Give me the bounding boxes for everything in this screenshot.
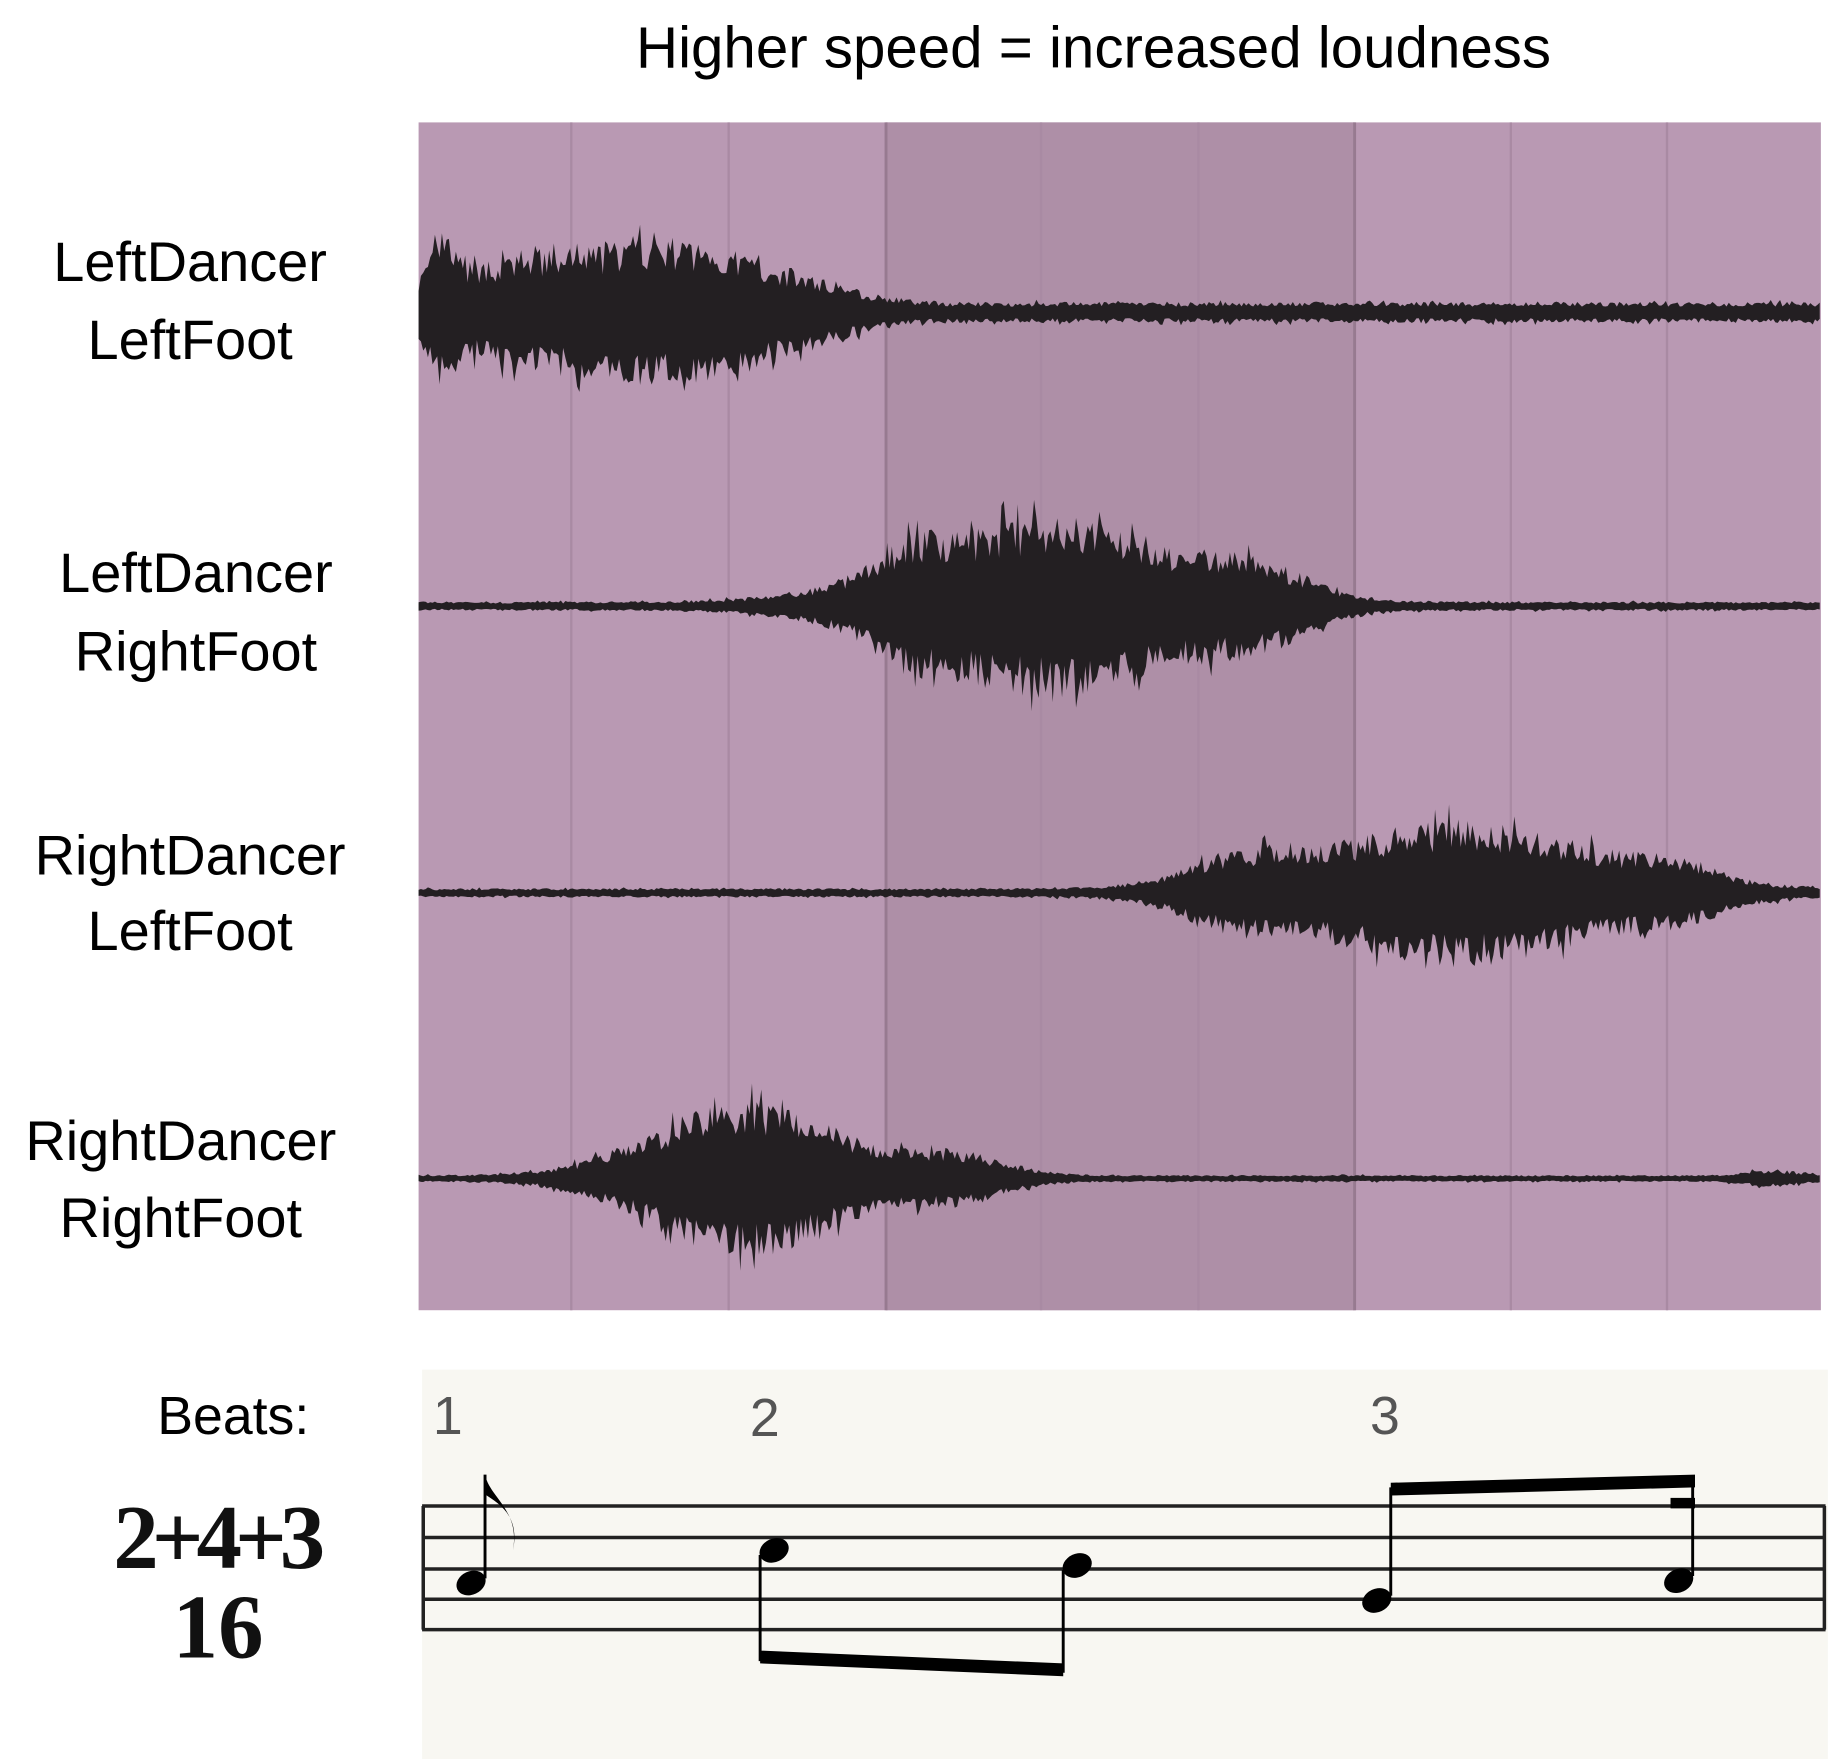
track-label: RightDancer	[35, 823, 346, 886]
beats-label: Beats:	[157, 1386, 309, 1446]
waveform-panel	[418, 122, 1821, 1311]
beamed-notes	[758, 1537, 1092, 1677]
notes	[456, 1474, 1696, 1677]
score-paper	[422, 1369, 1828, 1759]
figure-title: Higher speed = increased loudness	[636, 16, 1551, 81]
waveform	[418, 804, 1820, 970]
time-signature-numerator: 2+4+3	[113, 1487, 323, 1588]
waveform	[418, 1083, 1820, 1271]
beat-number: 2	[750, 1388, 780, 1448]
staff	[421, 1504, 1827, 1632]
waveform	[418, 499, 1820, 712]
beat-number: 3	[1370, 1386, 1400, 1446]
eighth-note	[456, 1474, 515, 1596]
track-label: RightDancer	[25, 1109, 336, 1172]
waveform	[418, 224, 1820, 392]
track-label: LeftDancer	[59, 541, 333, 604]
track-label: RightFoot	[75, 619, 318, 682]
track-label: RightFoot	[60, 1186, 303, 1249]
waveforms	[418, 224, 1820, 1271]
beamed-notes	[1362, 1474, 1696, 1613]
score: Beats: 1 2 3 2+4+3 16	[113, 1369, 1828, 1759]
track-labels: LeftDancer LeftFoot LeftDancer RightFoot…	[25, 230, 345, 1249]
time-signature-denominator: 16	[173, 1577, 264, 1678]
track-label: LeftFoot	[88, 308, 294, 371]
beat-number: 1	[433, 1386, 463, 1446]
track-label: LeftDancer	[53, 230, 327, 293]
highlighted-beat-region	[886, 122, 1355, 1311]
track-label: LeftFoot	[88, 899, 294, 962]
